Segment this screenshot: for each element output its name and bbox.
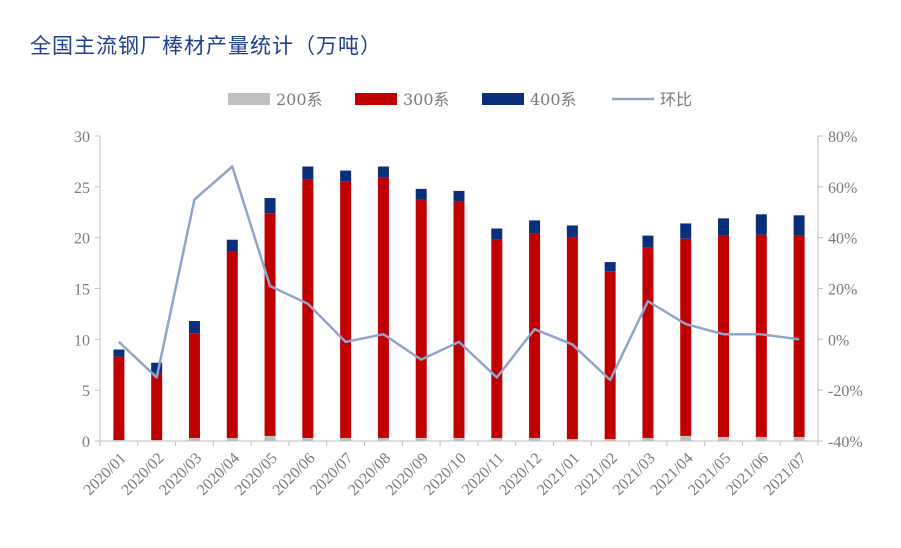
legend-label: 300系: [403, 90, 450, 109]
bar-300系: [151, 372, 163, 440]
bar-400系: [718, 218, 730, 236]
bar-300系: [113, 356, 125, 440]
bar-200系: [680, 435, 692, 441]
left-tick-label: 15: [74, 282, 90, 299]
bar-300系: [604, 271, 616, 439]
bar-200系: [415, 437, 427, 441]
bar-400系: [453, 190, 465, 202]
left-tick-label: 25: [74, 180, 90, 197]
legend-label: 400系: [530, 90, 577, 109]
axes: 0 5 10 15 20 25 30 -40% -20% 0% 20% 40% 60% 80%: [74, 129, 863, 451]
bar-200系: [264, 435, 276, 441]
bar-300系: [340, 181, 352, 438]
bar-200系: [113, 439, 125, 441]
right-tick-label: 80%: [828, 129, 857, 146]
bar-200系: [642, 437, 654, 441]
bar-300系: [680, 238, 692, 436]
bar-200系: [453, 437, 465, 441]
bar-400系: [377, 166, 389, 178]
legend: 200系 300系 400系 环比: [228, 90, 692, 109]
legend-swatch: [482, 93, 524, 105]
bar-300系: [453, 201, 465, 438]
bar-300系: [226, 251, 238, 438]
bar-200系: [188, 437, 200, 441]
bar-300系: [793, 235, 805, 437]
legend-item: 300系: [355, 90, 450, 109]
bar-300系: [415, 199, 427, 438]
left-tick-label: 10: [74, 332, 90, 349]
right-tick-label: 60%: [828, 180, 857, 197]
bar-200系: [302, 437, 314, 441]
legend-swatch: [228, 93, 270, 105]
bar-300系: [377, 177, 389, 438]
bar-400系: [491, 228, 503, 240]
bar-300系: [491, 239, 503, 438]
bar-200系: [226, 437, 238, 441]
bar-400系: [264, 198, 276, 214]
chart-title: 全国主流钢厂棒材产量统计（万吨）: [30, 34, 382, 58]
left-tick-label: 30: [74, 129, 90, 146]
bar-400系: [113, 349, 125, 357]
line-series: [118, 165, 800, 382]
legend-label: 200系: [276, 90, 323, 109]
bar-300系: [642, 247, 654, 438]
bars: [113, 166, 805, 441]
bar-300系: [718, 235, 730, 437]
bar-400系: [188, 321, 200, 334]
right-tick-label: 40%: [828, 231, 857, 248]
bar-200系: [718, 436, 730, 441]
legend-label: 环比: [660, 90, 692, 109]
legend-item: 400系: [482, 90, 577, 109]
right-tick-label: 0%: [828, 332, 849, 349]
bar-200系: [529, 437, 541, 441]
bar-400系: [680, 223, 692, 239]
bar-400系: [566, 225, 578, 238]
bar-400系: [151, 362, 163, 373]
legend-swatch: [355, 93, 397, 105]
right-tick-label: 20%: [828, 282, 857, 299]
bar-300系: [302, 179, 314, 438]
x-tick-label: 2021/07: [761, 450, 810, 499]
bar-200系: [491, 437, 503, 441]
legend-item: 环比: [612, 90, 692, 109]
bar-200系: [755, 436, 767, 441]
bar-300系: [264, 213, 276, 436]
bar-300系: [755, 234, 767, 437]
left-tick-label: 5: [82, 383, 90, 400]
bar-400系: [529, 220, 541, 234]
x-axis-labels: 2020/012020/022020/032020/042020/052020/…: [81, 450, 810, 499]
right-tick-label: -20%: [828, 383, 863, 400]
left-tick-label: 0: [82, 434, 90, 451]
bar-200系: [793, 436, 805, 441]
bar-200系: [604, 438, 616, 441]
right-tick-label: -40%: [828, 434, 863, 451]
bar-300系: [566, 237, 578, 439]
bar-400系: [226, 239, 238, 252]
bar-300系: [529, 233, 541, 438]
left-tick-label: 20: [74, 231, 90, 248]
bar-200系: [151, 439, 163, 441]
legend-item: 200系: [228, 90, 323, 109]
bar-400系: [302, 166, 314, 180]
bar-400系: [415, 188, 427, 200]
bar-400系: [642, 235, 654, 248]
bar-200系: [377, 437, 389, 441]
x-tick-label: 2020/10: [421, 450, 470, 499]
bar-200系: [566, 438, 578, 441]
bar-400系: [755, 214, 767, 235]
bar-300系: [188, 333, 200, 438]
bar-400系: [793, 215, 805, 236]
bar-400系: [340, 170, 352, 182]
bar-200系: [340, 437, 352, 441]
bar-400系: [604, 262, 616, 272]
